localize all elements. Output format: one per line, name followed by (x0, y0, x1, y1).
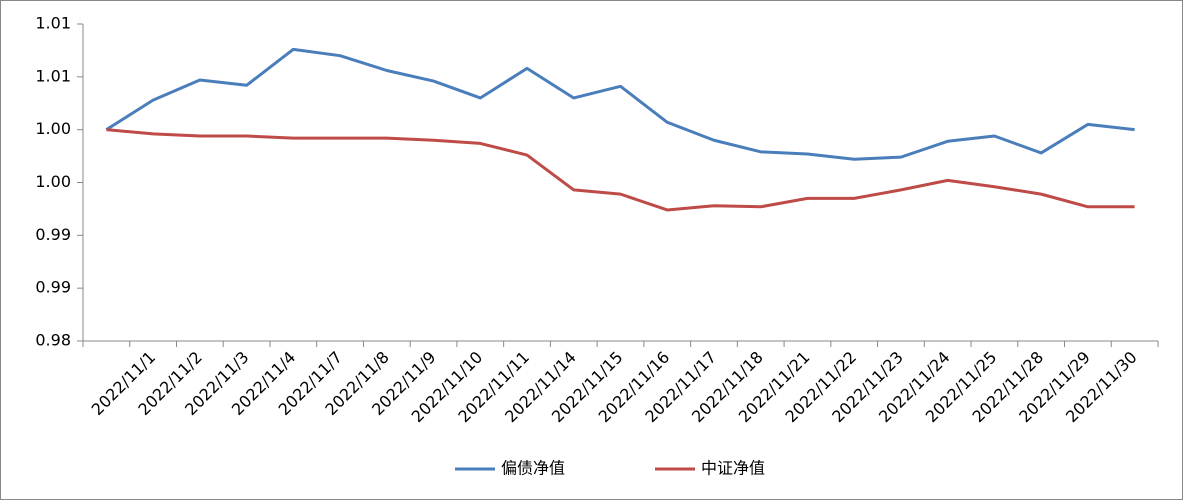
y-tick-label: 1.01 (35, 14, 71, 33)
y-tick-label: 0.99 (35, 278, 71, 297)
y-tick-label: 0.98 (35, 331, 71, 350)
series-line (106, 128, 1135, 212)
y-tick-label: 0.99 (35, 225, 71, 244)
y-tick-label: 1.01 (35, 66, 71, 85)
y-tick-label: 1.00 (35, 119, 71, 138)
series-line (105, 47, 1135, 161)
legend-label: 偏债净值 (501, 459, 565, 478)
y-tick-label: 1.00 (35, 172, 71, 191)
legend-label: 中证净值 (701, 459, 765, 478)
